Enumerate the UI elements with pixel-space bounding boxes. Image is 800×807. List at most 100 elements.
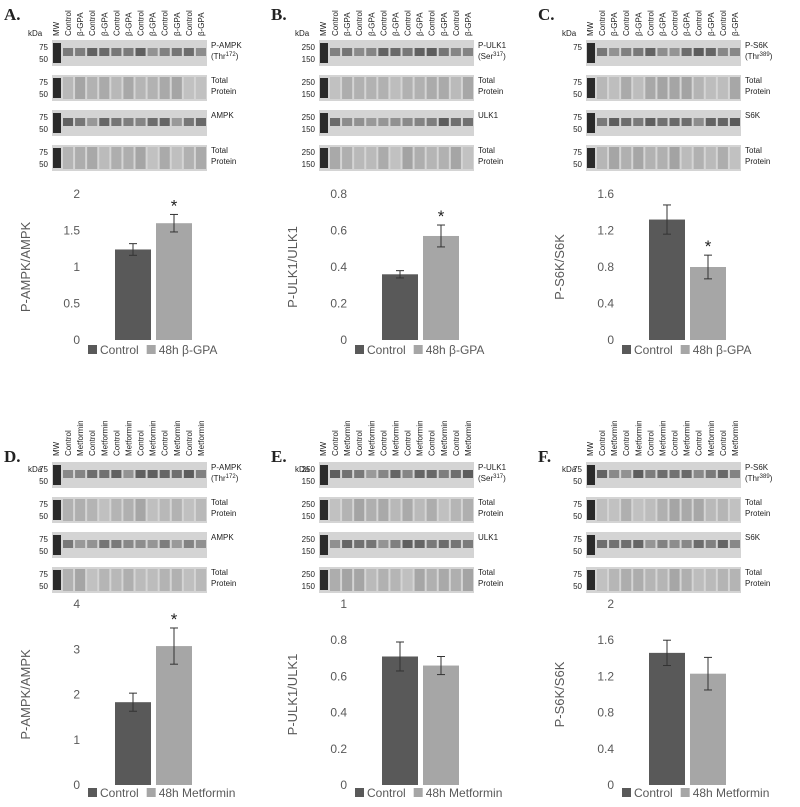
y-tick-label: 0.8	[597, 260, 614, 274]
blot-label-part: Protein	[478, 87, 503, 96]
y-tick-label: 1	[73, 733, 80, 747]
blot-band	[342, 470, 353, 478]
lane-label: β-GPA	[197, 12, 206, 36]
blot-band	[171, 569, 182, 591]
blot-label-part: (Thr	[745, 474, 760, 483]
lane-label: Control	[404, 430, 413, 456]
blot-band	[159, 499, 170, 521]
blot-band	[645, 147, 656, 169]
blot-label: Total	[211, 498, 228, 507]
blot-band	[681, 147, 692, 169]
blot-band	[402, 118, 413, 126]
mw-lane-label: MW	[52, 441, 61, 456]
lane-label: Control	[646, 10, 655, 36]
blot-band	[378, 470, 389, 478]
mw-marker: 250	[302, 465, 316, 474]
legend-swatch	[146, 788, 156, 797]
blot-band	[645, 77, 656, 99]
y-tick-label: 1	[340, 597, 347, 611]
blot-band	[330, 470, 341, 478]
blot-band	[75, 77, 86, 99]
mw-marker: 75	[573, 570, 582, 579]
y-tick-label: 3	[73, 642, 80, 656]
blot-band	[390, 77, 401, 99]
blot-band	[123, 77, 134, 99]
blot-band	[681, 77, 692, 99]
blot-label: Total	[745, 568, 762, 577]
blot-label-part: Protein	[745, 579, 770, 588]
blot-band	[171, 48, 182, 56]
blot-band	[450, 48, 461, 56]
blot-band	[183, 569, 194, 591]
blot-label-part: Protein	[745, 509, 770, 518]
blot-band	[378, 147, 389, 169]
lane-label: β-GPA	[367, 12, 376, 36]
lane-label: β-GPA	[100, 12, 109, 36]
blot-band	[159, 77, 170, 99]
y-tick-label: 1.6	[597, 633, 614, 647]
blot-band	[693, 470, 704, 478]
legend-swatch	[622, 345, 631, 354]
blot-band	[330, 48, 341, 56]
mw-marker: 75	[39, 570, 48, 579]
blot-band	[729, 48, 740, 56]
y-axis-label: P-AMPK/AMPK	[18, 649, 33, 740]
lane-label: Metformin	[124, 420, 133, 456]
blot-label-part: (Ser	[478, 474, 493, 483]
blot-band	[171, 77, 182, 99]
blot-label-part: Protein	[211, 509, 236, 518]
lane-label: Control	[185, 10, 194, 36]
mw-ladder	[587, 465, 595, 485]
blot-band	[63, 118, 74, 126]
blot-band	[147, 540, 158, 548]
lane-label: Control	[64, 430, 73, 456]
blot-band	[438, 540, 449, 548]
y-tick-label: 0.4	[597, 297, 614, 311]
blot-band	[681, 470, 692, 478]
blot-band	[717, 118, 728, 126]
blot-band	[693, 118, 704, 126]
blot-band	[729, 540, 740, 548]
mw-ladder	[320, 148, 328, 168]
blot-band	[159, 569, 170, 591]
mw-marker: 75	[39, 43, 48, 52]
lane-label: Metformin	[658, 420, 667, 456]
blot-band	[426, 147, 437, 169]
blot-band	[414, 499, 425, 521]
blot-band	[681, 569, 692, 591]
blot-band	[171, 499, 182, 521]
blot-label-part: Total	[745, 146, 762, 155]
blot-band	[609, 77, 620, 99]
lane-label: Control	[695, 10, 704, 36]
blot-label-part: )	[503, 474, 506, 483]
lane-label: Control	[598, 10, 607, 36]
blot-label: (Thr172)	[211, 474, 239, 483]
legend-label: Control	[367, 786, 406, 800]
blot-band	[171, 147, 182, 169]
blot-band	[414, 77, 425, 99]
blot-band	[414, 470, 425, 478]
blot-band	[438, 118, 449, 126]
blot-band	[378, 499, 389, 521]
lane-label: β-GPA	[343, 12, 352, 36]
mw-marker: 75	[39, 78, 48, 87]
y-tick-label: 0	[340, 333, 347, 347]
blot-band	[366, 569, 377, 591]
blot-band	[342, 48, 353, 56]
blot-band	[597, 48, 608, 56]
legend-swatch	[88, 788, 97, 797]
lane-label: Control	[331, 10, 340, 36]
blot-label: Protein	[745, 87, 770, 96]
mw-ladder	[53, 78, 61, 98]
mw-ladder	[587, 113, 595, 133]
blot-label: Protein	[745, 157, 770, 166]
blot-band	[426, 569, 437, 591]
blot-label: P-ULK1	[478, 463, 507, 472]
blot-band	[378, 118, 389, 126]
mw-marker: 50	[573, 477, 582, 486]
lane-label: Metformin	[173, 420, 182, 456]
lane-label: Control	[671, 430, 680, 456]
blot-label-part: (Ser	[478, 52, 493, 61]
blot-band	[366, 147, 377, 169]
blot-band	[717, 470, 728, 478]
